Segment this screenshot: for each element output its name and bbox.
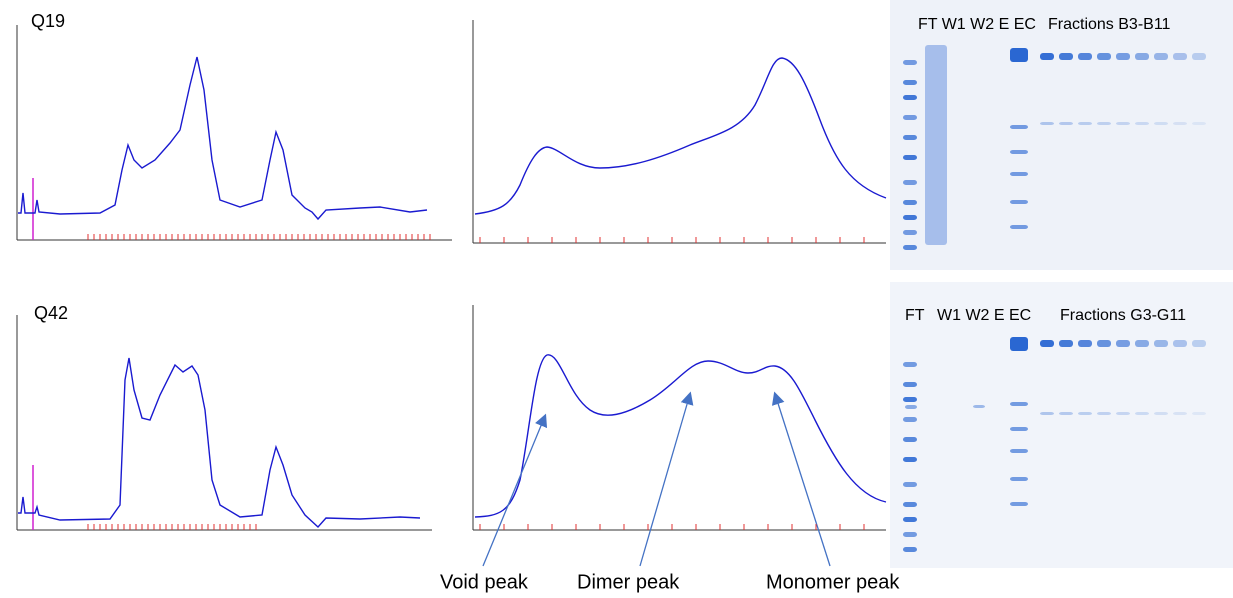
gel-band <box>1173 53 1187 60</box>
gel-band <box>973 405 985 408</box>
gel-band <box>903 60 917 65</box>
panel-label: Q42 <box>34 303 68 323</box>
gel-band <box>1078 412 1092 415</box>
gel-band <box>1010 427 1028 431</box>
gel-band <box>903 362 917 367</box>
panel-label: Q19 <box>31 11 65 31</box>
gel-band <box>1010 449 1028 453</box>
gel-band <box>1059 53 1073 60</box>
gel-band <box>1154 122 1168 125</box>
chromatogram-full-q19 <box>16 25 452 241</box>
gel-band <box>1040 340 1054 347</box>
gel-band <box>903 230 917 235</box>
gel-band <box>1078 340 1092 347</box>
gel-band <box>1040 412 1054 415</box>
gel-band <box>1192 53 1206 60</box>
gel-band <box>1173 122 1187 125</box>
gel-band <box>1192 122 1206 125</box>
gel-band <box>1116 53 1130 60</box>
gel-band <box>903 482 917 487</box>
gel-band <box>1059 122 1073 125</box>
gel-band <box>903 245 917 250</box>
peak-label: Void peak <box>440 571 529 593</box>
gel-band <box>903 115 917 120</box>
gel-band <box>1116 412 1130 415</box>
gel-band <box>903 135 917 140</box>
gel-band <box>1135 340 1149 347</box>
gel-band <box>1116 122 1130 125</box>
gel-band <box>903 532 917 537</box>
gel-lane-labels: W1 W2 E EC <box>937 307 1031 324</box>
gel-band <box>1135 53 1149 60</box>
gel-band <box>905 405 917 409</box>
gel-band <box>903 417 917 422</box>
gel-band <box>1078 122 1092 125</box>
chromatogram-zoom-q19 <box>472 20 887 244</box>
gel-band <box>1010 125 1028 129</box>
gel-band <box>1116 340 1130 347</box>
gel-band <box>903 382 917 387</box>
gel-band <box>1154 53 1168 60</box>
gel-band <box>1010 477 1028 481</box>
gel-band <box>1192 340 1206 347</box>
gel-band <box>903 547 917 552</box>
gel-band <box>1173 412 1187 415</box>
gel-band <box>903 155 917 160</box>
gel-band <box>1040 53 1054 60</box>
gel-band <box>1010 48 1028 62</box>
chromatogram-full-q42 <box>16 315 432 531</box>
gel-band <box>903 457 917 462</box>
gel-band <box>1097 340 1111 347</box>
gel-band <box>1040 122 1054 125</box>
gel-band <box>903 397 917 402</box>
gel-band <box>1192 412 1206 415</box>
arrow <box>771 391 831 567</box>
gel-band <box>1010 172 1028 176</box>
chromatogram-zoom-q42 <box>472 305 887 531</box>
gel-band <box>1173 340 1187 347</box>
gel-band <box>903 517 917 522</box>
gel-band <box>1010 150 1028 154</box>
gel-fraction-label: Fractions G3-G11 <box>1060 307 1186 324</box>
gel-band <box>1154 340 1168 347</box>
gel-band <box>1154 412 1168 415</box>
gel-band <box>1135 412 1149 415</box>
gel-band <box>1059 412 1073 415</box>
gel-band <box>1059 340 1073 347</box>
gel-band <box>1010 502 1028 506</box>
gel-band <box>903 80 917 85</box>
arrow <box>482 413 548 567</box>
gel-band <box>925 45 947 245</box>
gel-band <box>1097 53 1111 60</box>
gel-band <box>1010 337 1028 351</box>
peak-label: Dimer peak <box>577 571 680 593</box>
gel-image <box>890 0 1233 270</box>
gel-band <box>1097 122 1111 125</box>
gel-image <box>890 282 1233 568</box>
arrow <box>639 391 694 567</box>
gel-band <box>1135 122 1149 125</box>
gel-band <box>1078 53 1092 60</box>
gel-band <box>903 95 917 100</box>
gel-band <box>903 502 917 507</box>
gel-band <box>903 215 917 220</box>
gel-lane-labels: FT <box>905 307 925 324</box>
gel-band <box>903 180 917 185</box>
gel-band <box>1010 225 1028 229</box>
peak-label: Monomer peak <box>766 571 900 593</box>
gel-bands <box>903 45 1206 552</box>
gel-fraction-label: Fractions B3-B11 <box>1048 16 1171 33</box>
gel-band <box>1010 200 1028 204</box>
gel-lane-labels: FT W1 W2 E EC <box>918 16 1036 33</box>
gel-band <box>1097 412 1111 415</box>
gel-band <box>903 437 917 442</box>
gel-band <box>1010 402 1028 406</box>
gel-band <box>903 200 917 205</box>
